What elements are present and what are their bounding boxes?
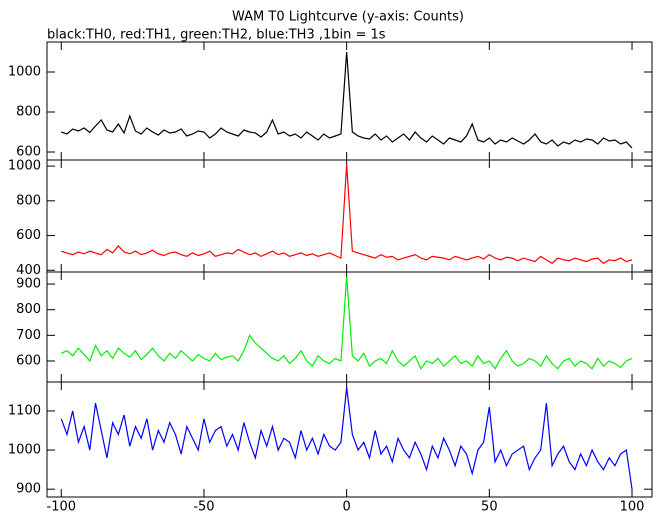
y-tick-label: 900 (16, 482, 41, 497)
panel-frame (46, 271, 653, 383)
y-tick-label: 1000 (8, 65, 41, 80)
y-tick-label: 1000 (8, 443, 41, 458)
lightcurve (61, 164, 633, 265)
chart-subtitle: black:TH0, red:TH1, green:TH2, blue:TH3 … (47, 28, 386, 43)
y-tick-label: 800 (16, 193, 41, 208)
y-tick-label: 1000 (8, 159, 41, 174)
lightcurve (61, 51, 633, 149)
y-tick-label: 600 (16, 353, 41, 368)
y-tick-label: 600 (16, 228, 41, 243)
x-tick-label: -100 (47, 500, 77, 515)
y-tick-label: 800 (16, 105, 41, 120)
x-tick-label: -50 (193, 500, 214, 515)
panel-frame (46, 41, 653, 161)
y-tick-label: 900 (16, 277, 41, 292)
y-tick-label: 800 (16, 302, 41, 317)
x-tick-label: 50 (481, 500, 498, 515)
x-tick-label: 100 (620, 500, 645, 515)
y-tick-label: 1100 (8, 403, 41, 418)
chart-title: WAM T0 Lightcurve (y-axis: Counts) (232, 10, 464, 25)
x-tick-label: 0 (343, 500, 351, 515)
y-tick-label: 400 (16, 263, 41, 278)
lightcurve (60, 387, 633, 490)
lightcurve (61, 276, 633, 370)
y-tick-label: 600 (16, 145, 41, 160)
panel-frame (46, 381, 653, 498)
y-tick-label: 700 (16, 328, 41, 343)
